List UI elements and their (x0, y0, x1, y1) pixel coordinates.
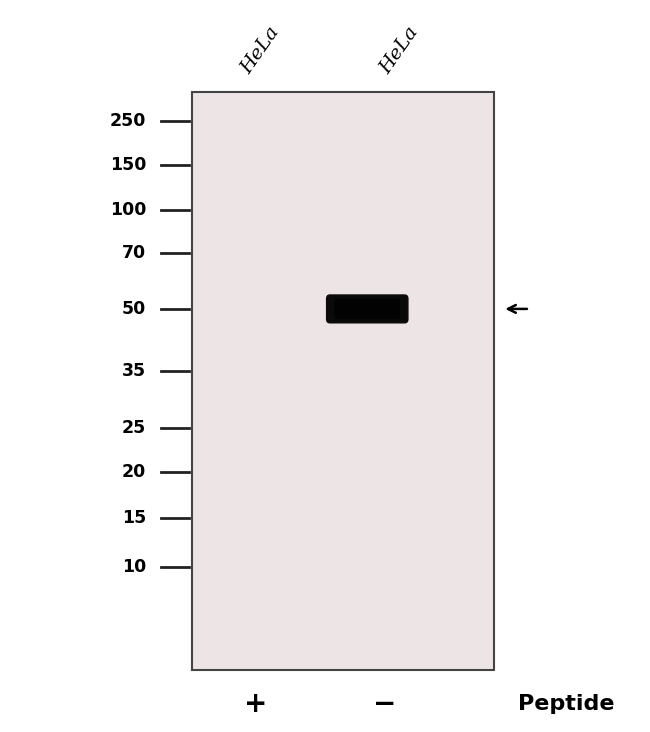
Text: HeLa: HeLa (237, 23, 283, 77)
Bar (192, 92, 494, 670)
Text: 25: 25 (122, 419, 146, 437)
Text: 35: 35 (122, 362, 146, 380)
Text: 15: 15 (122, 509, 146, 527)
Text: −: − (373, 690, 396, 718)
Text: 100: 100 (110, 201, 146, 219)
Text: 10: 10 (122, 559, 146, 576)
Text: 50: 50 (122, 300, 146, 318)
Text: 250: 250 (110, 112, 146, 130)
FancyBboxPatch shape (334, 299, 400, 319)
Text: +: + (244, 690, 267, 718)
Text: 150: 150 (110, 156, 146, 173)
Text: Peptide: Peptide (518, 694, 614, 714)
FancyBboxPatch shape (326, 295, 408, 323)
Text: HeLa: HeLa (377, 23, 423, 77)
Text: 20: 20 (122, 463, 146, 481)
Text: 70: 70 (122, 244, 146, 261)
